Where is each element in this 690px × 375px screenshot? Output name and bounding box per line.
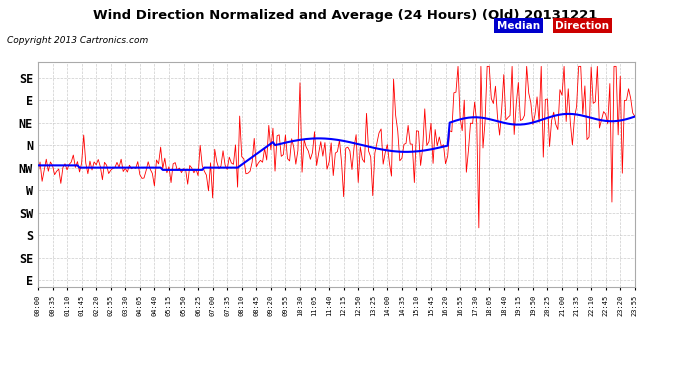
- Text: Copyright 2013 Cartronics.com: Copyright 2013 Cartronics.com: [7, 36, 148, 45]
- Text: Wind Direction Normalized and Average (24 Hours) (Old) 20131221: Wind Direction Normalized and Average (2…: [93, 9, 597, 22]
- Text: Median: Median: [497, 21, 540, 31]
- Text: Direction: Direction: [555, 21, 609, 31]
